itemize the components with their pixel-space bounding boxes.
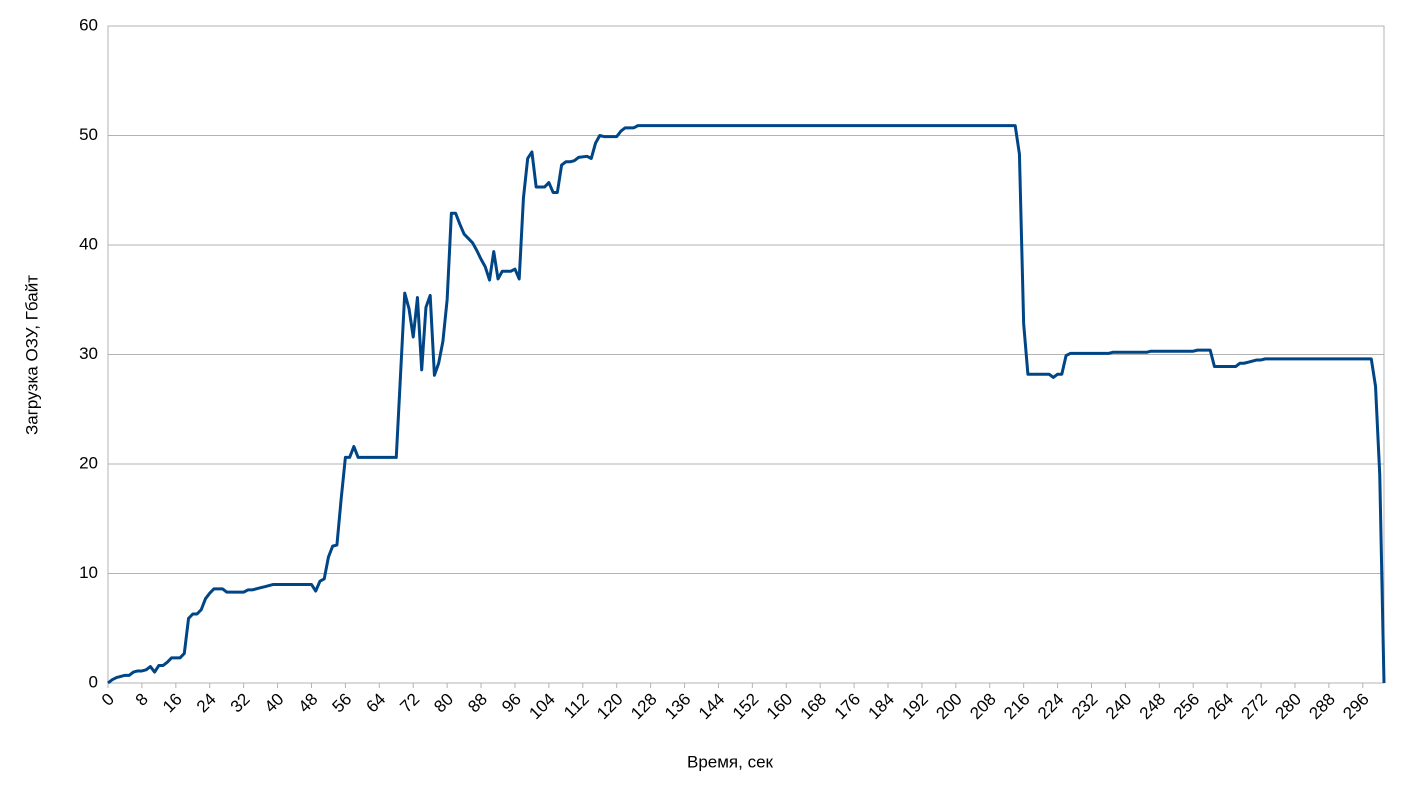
x-tick-label: 264 bbox=[1204, 690, 1237, 723]
y-tick-label: 10 bbox=[79, 563, 98, 582]
x-tick-label: 160 bbox=[763, 690, 796, 723]
x-tick-label: 32 bbox=[227, 690, 254, 717]
x-tick-label: 200 bbox=[932, 690, 965, 723]
y-tick-label: 20 bbox=[79, 453, 98, 472]
x-tick-label: 232 bbox=[1068, 690, 1101, 723]
x-tick-label: 272 bbox=[1238, 690, 1271, 723]
y-tick-label: 50 bbox=[79, 125, 98, 144]
x-tick-label: 112 bbox=[560, 690, 593, 723]
x-tick-label: 208 bbox=[966, 690, 999, 723]
y-axis-title: Загрузка ОЗУ, Гбайт bbox=[22, 275, 41, 435]
x-tick-label: 48 bbox=[295, 690, 322, 717]
x-tick-label: 144 bbox=[695, 690, 728, 723]
x-tick-label: 192 bbox=[898, 690, 931, 723]
x-tick-label: 72 bbox=[396, 690, 423, 717]
x-axis-title: Время, сек bbox=[687, 752, 774, 771]
x-tick-label: 184 bbox=[865, 690, 898, 723]
x-tick-label: 24 bbox=[193, 690, 220, 717]
x-tick-label: 40 bbox=[261, 690, 288, 717]
x-tick-label: 216 bbox=[1000, 690, 1033, 723]
x-tick-label: 16 bbox=[159, 690, 186, 717]
x-tick-label: 64 bbox=[362, 690, 389, 717]
x-tick-label: 256 bbox=[1170, 690, 1203, 723]
x-tick-label: 136 bbox=[661, 690, 694, 723]
x-tick-label: 104 bbox=[525, 690, 558, 723]
x-tick-label: 224 bbox=[1034, 690, 1067, 723]
x-tick-label: 96 bbox=[498, 690, 525, 717]
x-tick-label: 288 bbox=[1305, 690, 1338, 723]
x-tick-label: 56 bbox=[329, 690, 356, 717]
x-tick-label: 0 bbox=[98, 690, 118, 710]
x-tick-label: 120 bbox=[593, 690, 626, 723]
x-tick-label: 168 bbox=[797, 690, 830, 723]
y-tick-label: 60 bbox=[79, 15, 98, 34]
data-line bbox=[107, 124, 1386, 685]
y-tick-label: 30 bbox=[79, 344, 98, 363]
x-tick-label: 240 bbox=[1102, 690, 1135, 723]
x-tick-label: 296 bbox=[1339, 690, 1372, 723]
x-tick-label: 280 bbox=[1271, 690, 1304, 723]
y-tick-label: 0 bbox=[89, 672, 98, 691]
x-tick-label: 8 bbox=[132, 690, 152, 710]
x-tick-label: 176 bbox=[831, 690, 864, 723]
y-tick-label: 40 bbox=[79, 234, 98, 253]
x-tick-label: 248 bbox=[1136, 690, 1169, 723]
x-tick-label: 152 bbox=[729, 690, 762, 723]
x-tick-label: 128 bbox=[627, 690, 660, 723]
x-tick-label: 80 bbox=[430, 690, 457, 717]
x-tick-label: 88 bbox=[464, 690, 491, 717]
